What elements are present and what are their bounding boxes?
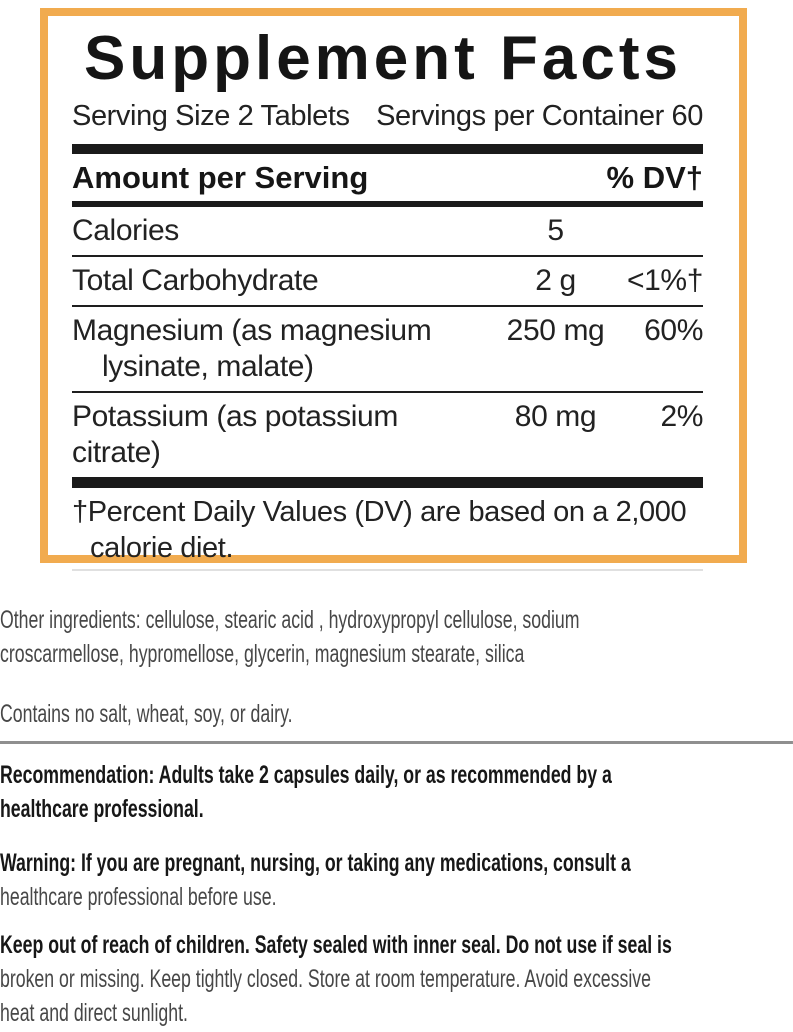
rule-thick-bottom [72, 477, 703, 488]
nutrient-amount: 80 mg [514, 400, 597, 433]
table-header-row: Amount per Serving % DV† [72, 154, 703, 201]
table-row: Total Carbohydrate 2 g <1%† [72, 255, 703, 305]
nutrient-name: Potassium (as potassium citrate) [72, 400, 398, 469]
regular-text: Other ingredients: cellulose, stearic ac… [0, 606, 580, 668]
bold-text: Warning: If you are pregnant, nursing, o… [0, 849, 631, 877]
nutrient-amount: 5 [547, 214, 564, 247]
warning: Warning: If you are pregnant, nursing, o… [0, 846, 793, 914]
nutrient-dv: <1%† [627, 264, 703, 297]
nutrient-dv: 2% [660, 400, 703, 433]
keep-out-of-reach: Keep out of reach of children. Safety se… [0, 928, 793, 1030]
nutrient-name-line2: lysinate, malate) [102, 350, 314, 383]
panel-title: Supplement Facts [84, 24, 682, 93]
rule-medium [72, 201, 703, 207]
bold-text: Keep out of reach of children. Safety se… [0, 931, 672, 959]
table-row: Potassium (as potassium citrate) 80 mg 2% [72, 391, 703, 477]
contains-statement: Contains no salt, wheat, soy, or dairy. [0, 697, 793, 731]
rule-light [72, 569, 703, 571]
nutrient-dv [618, 213, 703, 249]
section-divider [0, 741, 793, 744]
label-info-section: Other ingredients: cellulose, stearic ac… [0, 603, 793, 1030]
daily-value-footnote: †Percent Daily Values (DV) are based on … [72, 496, 687, 564]
amount-per-serving-header: Amount per Serving [72, 160, 369, 195]
nutrient-name: Calories [72, 214, 179, 247]
serving-info-row: Serving Size 2 Tablets Servings per Cont… [72, 98, 703, 135]
recommendation: Recommendation: Adults take 2 capsules d… [0, 758, 793, 826]
servings-per-container-text: Servings per Container 60 [376, 100, 703, 132]
regular-text: Contains no salt, wheat, soy, or dairy. [0, 700, 293, 728]
table-row: Magnesium (as magnesium lysinate, malate)… [72, 305, 703, 391]
nutrient-amount: 2 g [535, 264, 576, 297]
regular-text: healthcare professional before use. [0, 883, 277, 911]
table-row: Calories 5 [72, 207, 703, 255]
percent-dv-header: % DV† [606, 160, 703, 195]
nutrient-dv: 60% [644, 314, 703, 347]
supplement-facts-panel: Supplement Facts Serving Size 2 Tablets … [40, 8, 747, 571]
regular-text: broken or missing. Keep tightly closed. … [0, 965, 651, 1027]
rule-thick-top [72, 144, 703, 154]
other-ingredients: Other ingredients: cellulose, stearic ac… [0, 603, 793, 671]
nutrient-table: Calories 5 Total Carbohydrate 2 g <1%† Magnes… [72, 207, 703, 477]
nutrient-amount: 250 mg [506, 314, 605, 347]
serving-size-text: Serving Size 2 Tablets [72, 100, 350, 132]
nutrient-name: Magnesium (as magnesium lysinate, malate) [72, 313, 493, 385]
bold-text: Recommendation: Adults take 2 capsules d… [0, 761, 612, 823]
nutrient-name: Total Carbohydrate [72, 264, 319, 297]
